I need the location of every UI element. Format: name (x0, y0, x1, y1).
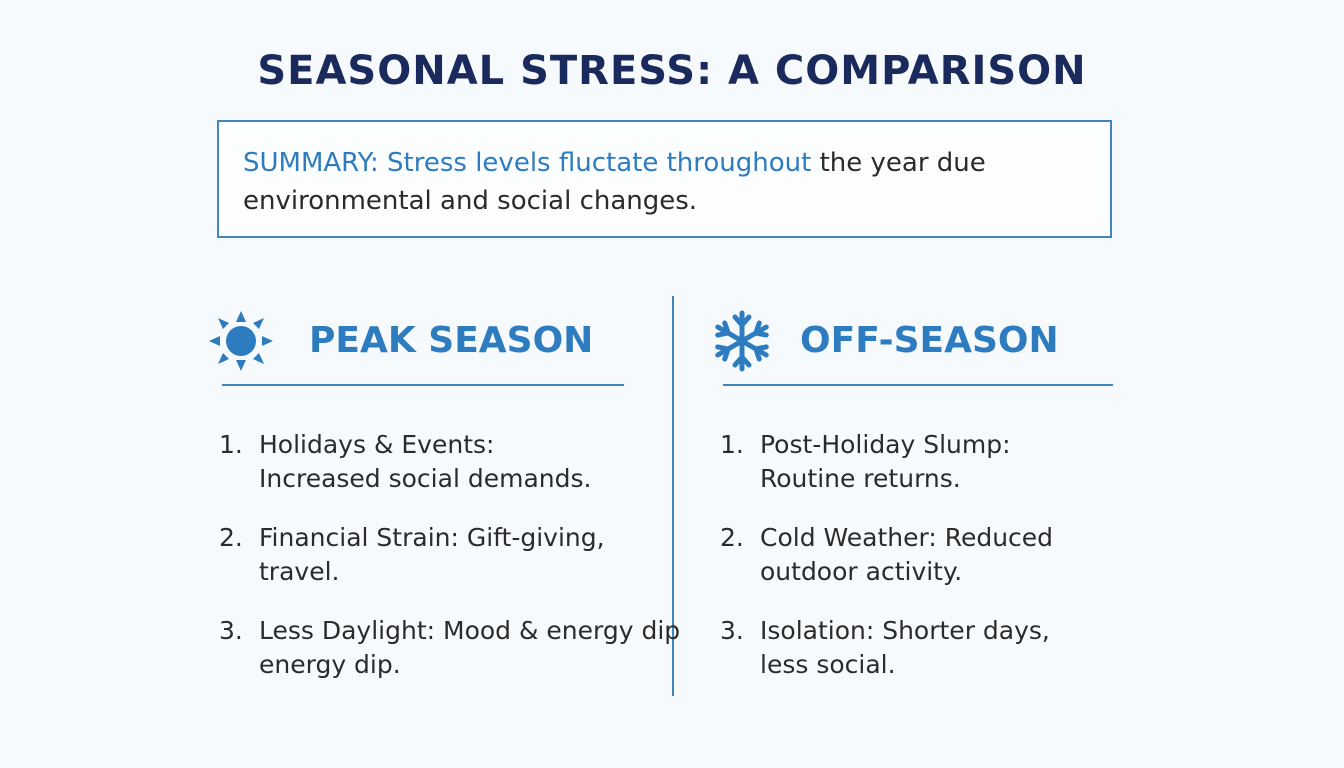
off-season-header: OFF-SEASON (706, 300, 1126, 386)
list-item-number: 2. (219, 523, 243, 552)
summary-text-line1: the year due (811, 148, 986, 178)
page-title: SEASONAL STRESS: A COMPARISON (257, 48, 1087, 94)
summary-box: SUMMARY: Stress levels fluctate througho… (217, 120, 1112, 238)
peak-season-title: PEAK SEASON (309, 320, 594, 361)
list-item-line2: energy dip. (259, 650, 401, 679)
list-item: 1. Post-Holiday Slump: Routine returns. (720, 428, 1200, 496)
list-item: 3. Isolation: Shorter days, less social. (720, 614, 1200, 682)
list-item-number: 1. (720, 430, 744, 459)
summary-text-line2: environmental and social changes. (243, 186, 698, 216)
list-item: 1. Holidays & Events: Increased social d… (219, 428, 699, 496)
peak-season-header: PEAK SEASON (205, 300, 625, 386)
list-item-line1: Holidays & Events: (259, 430, 495, 459)
column-divider (672, 296, 674, 696)
list-item-line1: Post-Holiday Slump: (760, 430, 1011, 459)
list-item-number: 2. (720, 523, 744, 552)
list-item-line2: outdoor activity. (760, 557, 963, 586)
list-item-line2: Increased social demands. (259, 464, 592, 493)
list-item-number: 1. (219, 430, 243, 459)
list-item-number: 3. (219, 616, 243, 645)
list-item: 2. Financial Strain: Gift-giving, travel… (219, 521, 699, 589)
snowflake-icon (715, 310, 769, 372)
list-item-number: 3. (720, 616, 744, 645)
peak-season-rule (222, 384, 624, 386)
list-item-line1: Less Daylight: Mood & energy dip (259, 616, 681, 645)
off-season-column: OFF-SEASON 1. Post-Holiday Slump: Routin… (706, 300, 1126, 679)
list-item: 3. Less Daylight: Mood & energy dip ener… (219, 614, 699, 682)
list-item-line2: Routine returns. (760, 464, 961, 493)
list-item-line1: Isolation: Shorter days, (760, 616, 1050, 645)
list-item-line2: travel. (259, 557, 340, 586)
summary-highlight: SUMMARY: Stress levels fluctate througho… (243, 148, 812, 178)
list-item-line1: Financial Strain: Gift-giving, (259, 523, 605, 552)
list-item-line2: less social. (760, 650, 896, 679)
peak-season-list: 1. Holidays & Events: Increased social d… (219, 428, 699, 707)
list-item-line1: Cold Weather: Reduced (760, 523, 1054, 552)
list-item: 2. Cold Weather: Reduced outdoor activit… (720, 521, 1200, 589)
off-season-rule (723, 384, 1113, 386)
sun-icon (209, 311, 273, 371)
peak-season-column: PEAK SEASON 1. Holidays & Events: Increa… (205, 300, 680, 679)
off-season-title: OFF-SEASON (800, 320, 1059, 361)
off-season-list: 1. Post-Holiday Slump: Routine returns. … (720, 428, 1200, 707)
